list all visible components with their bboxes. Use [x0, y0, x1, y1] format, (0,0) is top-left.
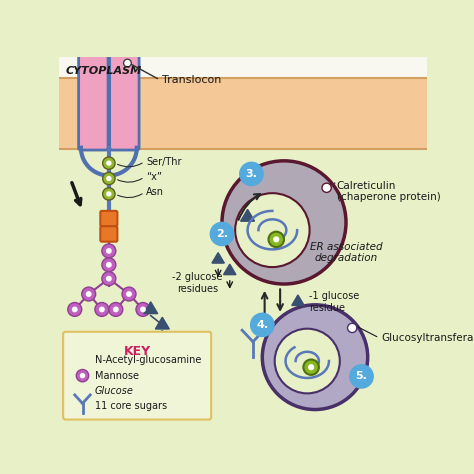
Text: Calreticulin
(chaperone protein): Calreticulin (chaperone protein) [337, 181, 440, 202]
Circle shape [126, 291, 132, 297]
Circle shape [222, 161, 346, 284]
Circle shape [103, 173, 115, 185]
Circle shape [308, 364, 314, 370]
Polygon shape [155, 317, 169, 329]
Circle shape [268, 232, 284, 247]
Circle shape [106, 160, 111, 166]
Circle shape [262, 305, 368, 410]
FancyBboxPatch shape [100, 211, 118, 226]
Circle shape [106, 248, 112, 254]
Text: Mannose: Mannose [95, 371, 139, 381]
Circle shape [99, 307, 105, 312]
Circle shape [347, 323, 357, 333]
Circle shape [303, 359, 319, 375]
Text: “x”: “x” [146, 172, 162, 182]
Circle shape [95, 302, 109, 316]
Text: 4.: 4. [256, 320, 268, 330]
Text: Asn: Asn [146, 187, 164, 197]
Circle shape [68, 302, 82, 316]
Circle shape [109, 302, 123, 316]
Text: 5.: 5. [356, 372, 367, 382]
Circle shape [80, 373, 85, 378]
Bar [59, 78, 427, 149]
Polygon shape [224, 264, 236, 274]
Circle shape [124, 59, 131, 67]
Circle shape [106, 176, 111, 181]
Circle shape [106, 262, 112, 268]
Circle shape [103, 157, 115, 169]
Circle shape [82, 287, 96, 301]
Text: KEY: KEY [124, 345, 151, 358]
Circle shape [250, 312, 275, 337]
Circle shape [106, 276, 112, 282]
Circle shape [349, 364, 374, 389]
Circle shape [140, 307, 146, 312]
Text: -2 glucose
residues: -2 glucose residues [172, 273, 222, 294]
Polygon shape [76, 384, 89, 395]
Text: ER associated
degradation: ER associated degradation [310, 242, 383, 263]
Circle shape [239, 162, 264, 186]
Circle shape [113, 307, 119, 312]
Circle shape [86, 291, 91, 297]
Polygon shape [136, 333, 150, 345]
Circle shape [235, 193, 310, 267]
Circle shape [103, 188, 115, 200]
Circle shape [106, 191, 111, 197]
Text: Translocon: Translocon [162, 75, 221, 85]
Circle shape [102, 258, 116, 272]
Circle shape [273, 237, 279, 242]
Text: 2.: 2. [216, 229, 228, 239]
Text: Glucose: Glucose [95, 386, 134, 396]
Circle shape [76, 370, 89, 382]
Circle shape [102, 244, 116, 258]
FancyBboxPatch shape [79, 55, 108, 150]
FancyBboxPatch shape [109, 55, 139, 150]
Text: N-Acetyl-glucosamine: N-Acetyl-glucosamine [95, 355, 201, 365]
FancyBboxPatch shape [75, 354, 90, 367]
Polygon shape [241, 210, 255, 221]
Text: -1 glucose
residue: -1 glucose residue [309, 291, 359, 312]
Text: Ser/Thr: Ser/Thr [146, 156, 182, 166]
Circle shape [136, 302, 150, 316]
FancyBboxPatch shape [100, 226, 118, 242]
Circle shape [210, 222, 235, 246]
Circle shape [72, 307, 78, 312]
Text: CYTOPLASM: CYTOPLASM [65, 66, 142, 76]
FancyBboxPatch shape [63, 332, 211, 419]
Circle shape [275, 328, 340, 393]
Circle shape [122, 287, 136, 301]
Polygon shape [212, 253, 224, 263]
Polygon shape [292, 295, 304, 305]
Text: Glucosyltransferase: Glucosyltransferase [381, 333, 474, 343]
Text: 3.: 3. [246, 169, 257, 179]
Circle shape [102, 272, 116, 285]
Circle shape [322, 183, 331, 192]
Bar [106, 57, 112, 148]
Text: 11 core sugars: 11 core sugars [95, 401, 167, 411]
Bar [59, 57, 427, 78]
Polygon shape [144, 302, 158, 314]
